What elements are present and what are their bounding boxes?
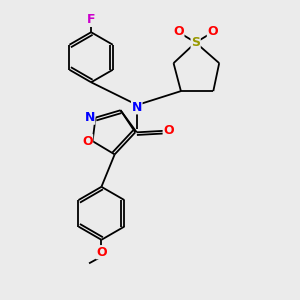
Text: N: N [132, 101, 142, 114]
Text: N: N [85, 111, 95, 124]
Text: O: O [96, 246, 107, 259]
Text: O: O [82, 135, 93, 148]
Text: F: F [87, 14, 95, 26]
Text: O: O [207, 25, 218, 38]
Text: O: O [163, 124, 174, 137]
Text: O: O [173, 25, 184, 38]
Text: S: S [191, 36, 200, 49]
